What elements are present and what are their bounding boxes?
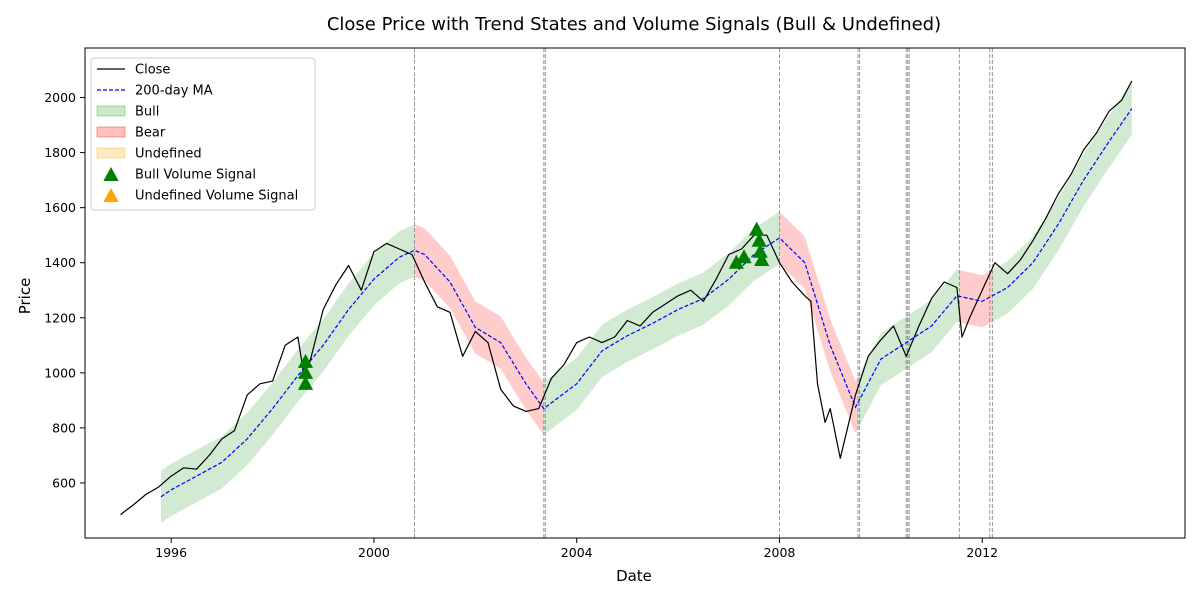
bull-volume-signal-4 — [736, 249, 752, 264]
x-axis-label: Date — [616, 567, 652, 585]
close-layer — [120, 80, 1133, 516]
bull-volume-signal-6 — [751, 232, 767, 247]
regime-band-bull-2 — [543, 211, 780, 435]
plot-frame — [84, 47, 1186, 539]
legend-swatch-undefined-volume-signal — [103, 188, 119, 202]
regime-band-bull-0 — [161, 224, 415, 523]
x-tick-label-1: 2000 — [358, 545, 390, 560]
ma-layer — [160, 108, 1133, 498]
y-tick-label-0: 600 — [52, 475, 76, 490]
chart-title: Close Price with Trend States and Volume… — [327, 14, 941, 35]
legend-swatch-bear — [96, 126, 126, 138]
x-axis: 1996 2000 2004 2008 2012 — [155, 538, 998, 560]
regime-band-bear-5 — [959, 269, 993, 328]
legend-label-close: Close — [135, 63, 170, 78]
legend-swatch-bull-volume-signal — [103, 167, 119, 181]
plot-area — [120, 48, 1133, 538]
transition-lines — [414, 48, 993, 538]
legend-label-bull-volume-signal: Bull Volume Signal — [135, 168, 256, 183]
volume-signals — [297, 221, 770, 390]
x-tick-label-2: 2004 — [561, 545, 593, 560]
y-tick-label-7: 2000 — [44, 90, 76, 105]
bull-volume-signal-2 — [297, 353, 314, 368]
y-tick-label-1: 800 — [52, 420, 76, 435]
legend-label-bear: Bear — [135, 126, 166, 141]
y-tick-label-4: 1400 — [44, 255, 76, 270]
bull-volume-signal-8 — [754, 251, 770, 266]
ma-line — [160, 108, 1133, 498]
y-tick-label-2: 1000 — [44, 365, 76, 380]
y-tick-label-6: 1800 — [44, 145, 76, 160]
legend-label-undefined-volume-signal: Undefined Volume Signal — [135, 189, 298, 204]
x-tick-label-4: 2012 — [966, 545, 998, 560]
legend-box — [90, 57, 316, 211]
legend: Close 200-day MA Bull Bear Undefined Bull Vol… — [90, 57, 316, 211]
y-tick-label-5: 1600 — [44, 200, 76, 215]
bull-volume-signal-7 — [752, 243, 768, 258]
x-tick-label-0: 1996 — [155, 545, 187, 560]
regime-band-bull-6 — [992, 82, 1132, 322]
legend-label-bull: Bull — [135, 105, 159, 120]
bull-volume-signal-5 — [749, 221, 765, 236]
y-tick-label-3: 1200 — [44, 310, 76, 325]
close-line — [120, 80, 1133, 516]
x-tick-label-3: 2008 — [764, 545, 796, 560]
bull-volume-signal-0 — [297, 375, 314, 390]
legend-label-undefined: Undefined — [135, 147, 202, 162]
y-axis-label: Price — [16, 278, 34, 315]
bull-volume-signal-1 — [297, 364, 314, 379]
legend-swatch-bull — [96, 105, 126, 117]
legend-swatch-undefined — [96, 147, 126, 159]
regime-band-bear-3 — [779, 211, 858, 434]
legend-label-200-day-ma: 200-day MA — [135, 84, 213, 99]
bull-volume-signal-3 — [728, 254, 744, 269]
y-axis: 600 800 1000 1200 1400 1600 1800 2000 — [44, 90, 85, 490]
